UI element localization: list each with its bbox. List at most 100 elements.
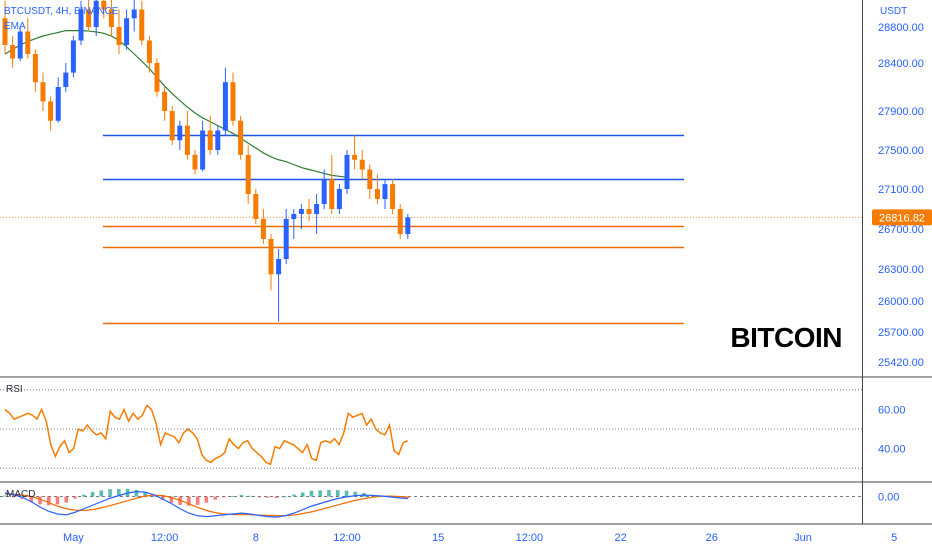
candle-body (162, 91, 168, 111)
candle-body (321, 179, 327, 204)
time-tick-label: 15 (432, 532, 444, 544)
candle-body (124, 18, 130, 45)
macd-histogram-bar (29, 496, 34, 502)
candle-body (25, 31, 31, 54)
price-tick-label: 26000.00 (878, 296, 924, 308)
macd-histogram-bar (64, 496, 69, 503)
time-tick-label: Jun (794, 532, 812, 544)
macd-histogram-bar (46, 496, 51, 506)
price-tick-label: 27500.00 (878, 145, 924, 157)
candle-body (55, 87, 61, 121)
macd-histogram-bar (327, 490, 331, 497)
candle-body (131, 9, 137, 19)
candle-body (10, 45, 16, 59)
macd-histogram-bar (300, 492, 305, 497)
candle-body (253, 194, 259, 219)
macd-histogram-bar (397, 496, 401, 498)
symbol-title: BTCUSDT, 4H, BINANCE (4, 6, 119, 17)
macd-tick-label: 0.00 (878, 492, 899, 504)
candle-body (374, 189, 380, 199)
rsi-line (4, 404, 409, 466)
macd-histogram-bar (108, 489, 112, 497)
macd-pane-label: MACD (6, 489, 36, 500)
price-tick-label: 25420.00 (878, 357, 924, 369)
candle-body (93, 0, 99, 27)
macd-histogram-bar (134, 489, 139, 497)
time-tick-label: 22 (614, 532, 626, 544)
candle-body (359, 159, 365, 170)
candle-body (70, 40, 76, 73)
candle-body (63, 72, 69, 87)
macd-histogram-bar (230, 495, 235, 497)
macd-histogram-bar (292, 494, 296, 497)
candle-body (101, 0, 107, 10)
time-tick-label: 12:00 (333, 532, 361, 544)
rsi-tick-label: 60.00 (878, 404, 906, 416)
macd-histogram-bar (55, 496, 60, 505)
candle-body (306, 209, 312, 214)
macd-histogram-bar (73, 496, 77, 499)
macd-histogram-bar (38, 496, 42, 505)
candle-body (405, 217, 411, 234)
macd-histogram-bar (204, 496, 209, 503)
macd-histogram-bar (152, 496, 156, 497)
candle-body (314, 204, 320, 214)
macd-histogram-bar (344, 490, 349, 497)
price-tick-label: 27900.00 (878, 106, 924, 118)
candle-body (177, 125, 183, 141)
candle-body (192, 154, 198, 170)
candle-body (367, 169, 373, 189)
candle-body (32, 54, 38, 83)
candle-body (382, 184, 388, 199)
candle-body (291, 214, 297, 219)
candle-body (336, 189, 342, 209)
time-tick-label: 8 (253, 532, 259, 544)
macd-histogram-bar (318, 490, 323, 497)
price-tick-label: 28800.00 (878, 22, 924, 34)
candle-body (184, 125, 190, 155)
candle-body (2, 18, 8, 45)
macd-histogram-bar (11, 496, 16, 498)
candle-body (139, 9, 145, 41)
macd-histogram-bar (160, 496, 165, 500)
candle-body (329, 179, 335, 209)
macd-histogram-bar (99, 490, 104, 497)
bitcoin-watermark: BITCOIN (730, 322, 842, 353)
candle-body (207, 130, 213, 150)
macd-histogram-bar (169, 496, 174, 503)
macd-histogram-bar (222, 496, 226, 498)
last-price-badge (872, 209, 932, 226)
ema-indicator-label: EMA (4, 21, 26, 32)
candle-body (276, 259, 282, 275)
candle-body (154, 63, 160, 92)
candle-body (222, 82, 228, 131)
macd-histogram-bar (248, 495, 252, 497)
currency-label: USDT (880, 6, 908, 17)
price-tick-label: 26300.00 (878, 264, 924, 276)
rsi-pane-label: RSI (6, 384, 23, 395)
candle-body (86, 9, 92, 27)
ema-line (4, 30, 348, 178)
candle-body (268, 239, 274, 275)
rsi-tick-label: 40.00 (878, 444, 906, 456)
time-tick-label: 12:00 (151, 532, 179, 544)
candle-body (40, 82, 46, 102)
candle-body (245, 154, 251, 194)
macd-histogram-bar (143, 492, 147, 497)
candle-body (230, 82, 236, 121)
candle-body (397, 209, 403, 234)
candle-body (215, 130, 221, 150)
price-tick-label: 25700.00 (878, 327, 924, 339)
candle-body (108, 9, 114, 27)
macd-histogram-bar (406, 496, 410, 499)
price-tick-label: 26700.00 (878, 224, 924, 236)
macd-histogram-bar (239, 494, 244, 497)
macd-histogram-bar (82, 494, 86, 497)
macd-histogram-bar (213, 496, 217, 500)
candle-body (169, 111, 175, 141)
candle-body (390, 184, 396, 209)
macd-histogram-bar (265, 496, 270, 498)
macd-histogram-bar (353, 491, 358, 497)
time-tick-label: May (63, 532, 84, 544)
